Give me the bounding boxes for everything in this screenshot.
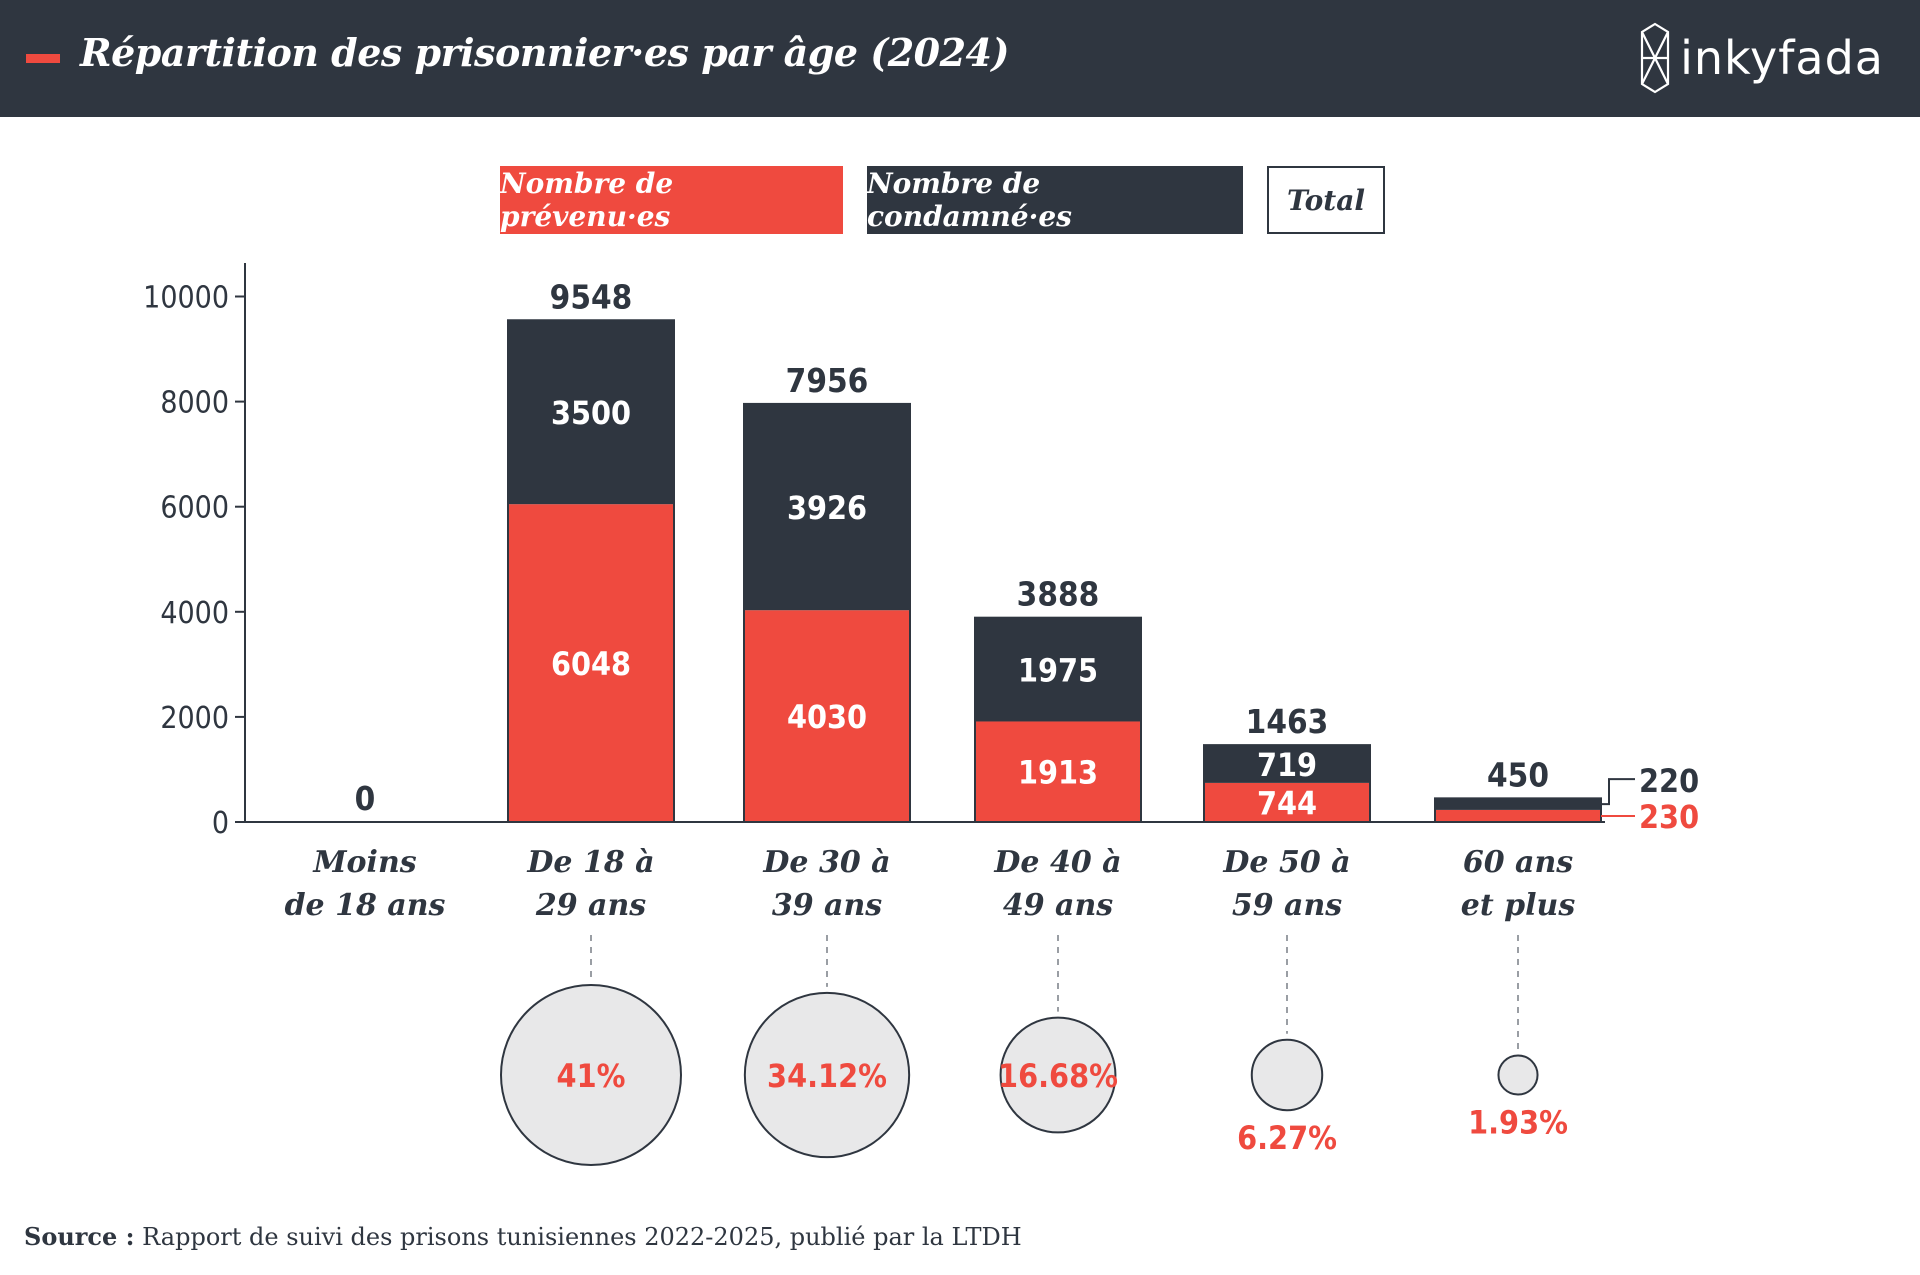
data-label-total: 9548 [550,277,633,316]
bar-prevenus [975,721,1141,822]
percentage-label: 41% [557,1057,626,1095]
logo[interactable]: inkyfada [1640,22,1884,94]
percentage-label: 6.27% [1237,1119,1337,1157]
bar-total-outline [743,402,911,823]
bar-total-outline [974,616,1142,824]
bar-total-outline [1203,744,1371,823]
inkyfada-cube-icon [1640,22,1670,94]
bar-condamnes [975,617,1141,722]
source-text: Rapport de suivi des prisons tunisiennes… [142,1223,1022,1251]
x-category-label: 29 ans [535,888,646,923]
bar-total-outline [507,319,675,823]
data-label-prevenus: 4030 [787,698,867,736]
bar-prevenus [508,504,674,822]
percentage-bubble [500,984,682,1166]
bar-prevenus [744,610,910,822]
logo-text: inkyfada [1680,31,1884,85]
percentage-bubble [999,1016,1117,1134]
x-category-label: de 18 ans [285,888,446,923]
legend-prevenus: Nombre de prévenu·es [500,166,843,234]
x-category-label: De 30 à [762,845,890,880]
bar-total-outline [1434,797,1602,823]
chart-legend: Nombre de prévenu·es Nombre de condamné·… [0,166,1920,236]
bar-condamnes [1204,745,1370,783]
data-label-condamnes: 220 [1639,762,1699,800]
x-category-label: De 40 à [993,845,1121,880]
percentage-bubble [743,991,911,1159]
percentage-bubble [1497,1054,1539,1096]
source-note: Source : Rapport de suivi des prisons tu… [24,1222,1022,1251]
percentage-label: 16.68% [998,1057,1118,1095]
source-label: Source : [24,1222,135,1251]
x-category-label: De 18 à [526,845,654,880]
data-label-prevenus: 6048 [551,645,631,683]
header-bar: Répartition des prisonnier·es par âge (2… [0,0,1920,117]
data-label-total: 0 [355,779,376,818]
data-label-prevenus: 1913 [1018,754,1098,792]
data-label-condamnes: 3926 [787,489,867,527]
data-label-condamnes: 719 [1257,746,1317,784]
bar-chart: 0 2000 4000 6000 8000 10000 0 Moins de 18 ans 350… [143,263,1699,1166]
page-title: Répartition des prisonnier·es par âge (2… [80,30,1009,75]
y-tick-label: 6000 [160,491,229,526]
legend-condamnes: Nombre de condamné·es [867,166,1243,234]
legend-total: Total [1267,166,1385,234]
data-label-condamnes: 1975 [1018,652,1098,690]
data-label-condamnes: 3500 [551,394,631,432]
title-dash-icon [26,54,60,63]
y-tick-label: 10000 [143,281,229,316]
bar-condamnes [1435,798,1601,810]
bar-prevenus [1204,782,1370,822]
data-label-total: 7956 [786,361,869,400]
x-category-label: Moins [312,845,416,880]
percentage-label: 34.12% [767,1057,887,1095]
x-category-label: 59 ans [1232,888,1342,923]
percentage-label: 1.93% [1468,1104,1568,1142]
x-category-label: 39 ans [772,888,882,923]
label-leader-line [1601,778,1635,806]
y-tick-label: 2000 [160,701,229,736]
data-label-prevenus: 744 [1257,784,1317,822]
percentage-bubble [1250,1038,1324,1112]
bar-condamnes [744,403,910,611]
bar-condamnes [508,320,674,505]
data-label-prevenus: 230 [1639,798,1699,836]
x-category-label: 49 ans [1003,888,1113,923]
data-label-total: 450 [1487,755,1549,794]
bar-prevenus [1435,809,1601,822]
data-label-total: 1463 [1246,702,1329,741]
x-category-label: 60 ans [1463,845,1573,880]
x-category-label: De 50 à [1222,845,1350,880]
y-tick-label: 0 [212,806,229,841]
data-label-total: 3888 [1017,575,1100,614]
y-tick-label: 4000 [160,596,229,631]
y-tick-label: 8000 [160,386,229,421]
x-category-label: et plus [1461,888,1576,923]
